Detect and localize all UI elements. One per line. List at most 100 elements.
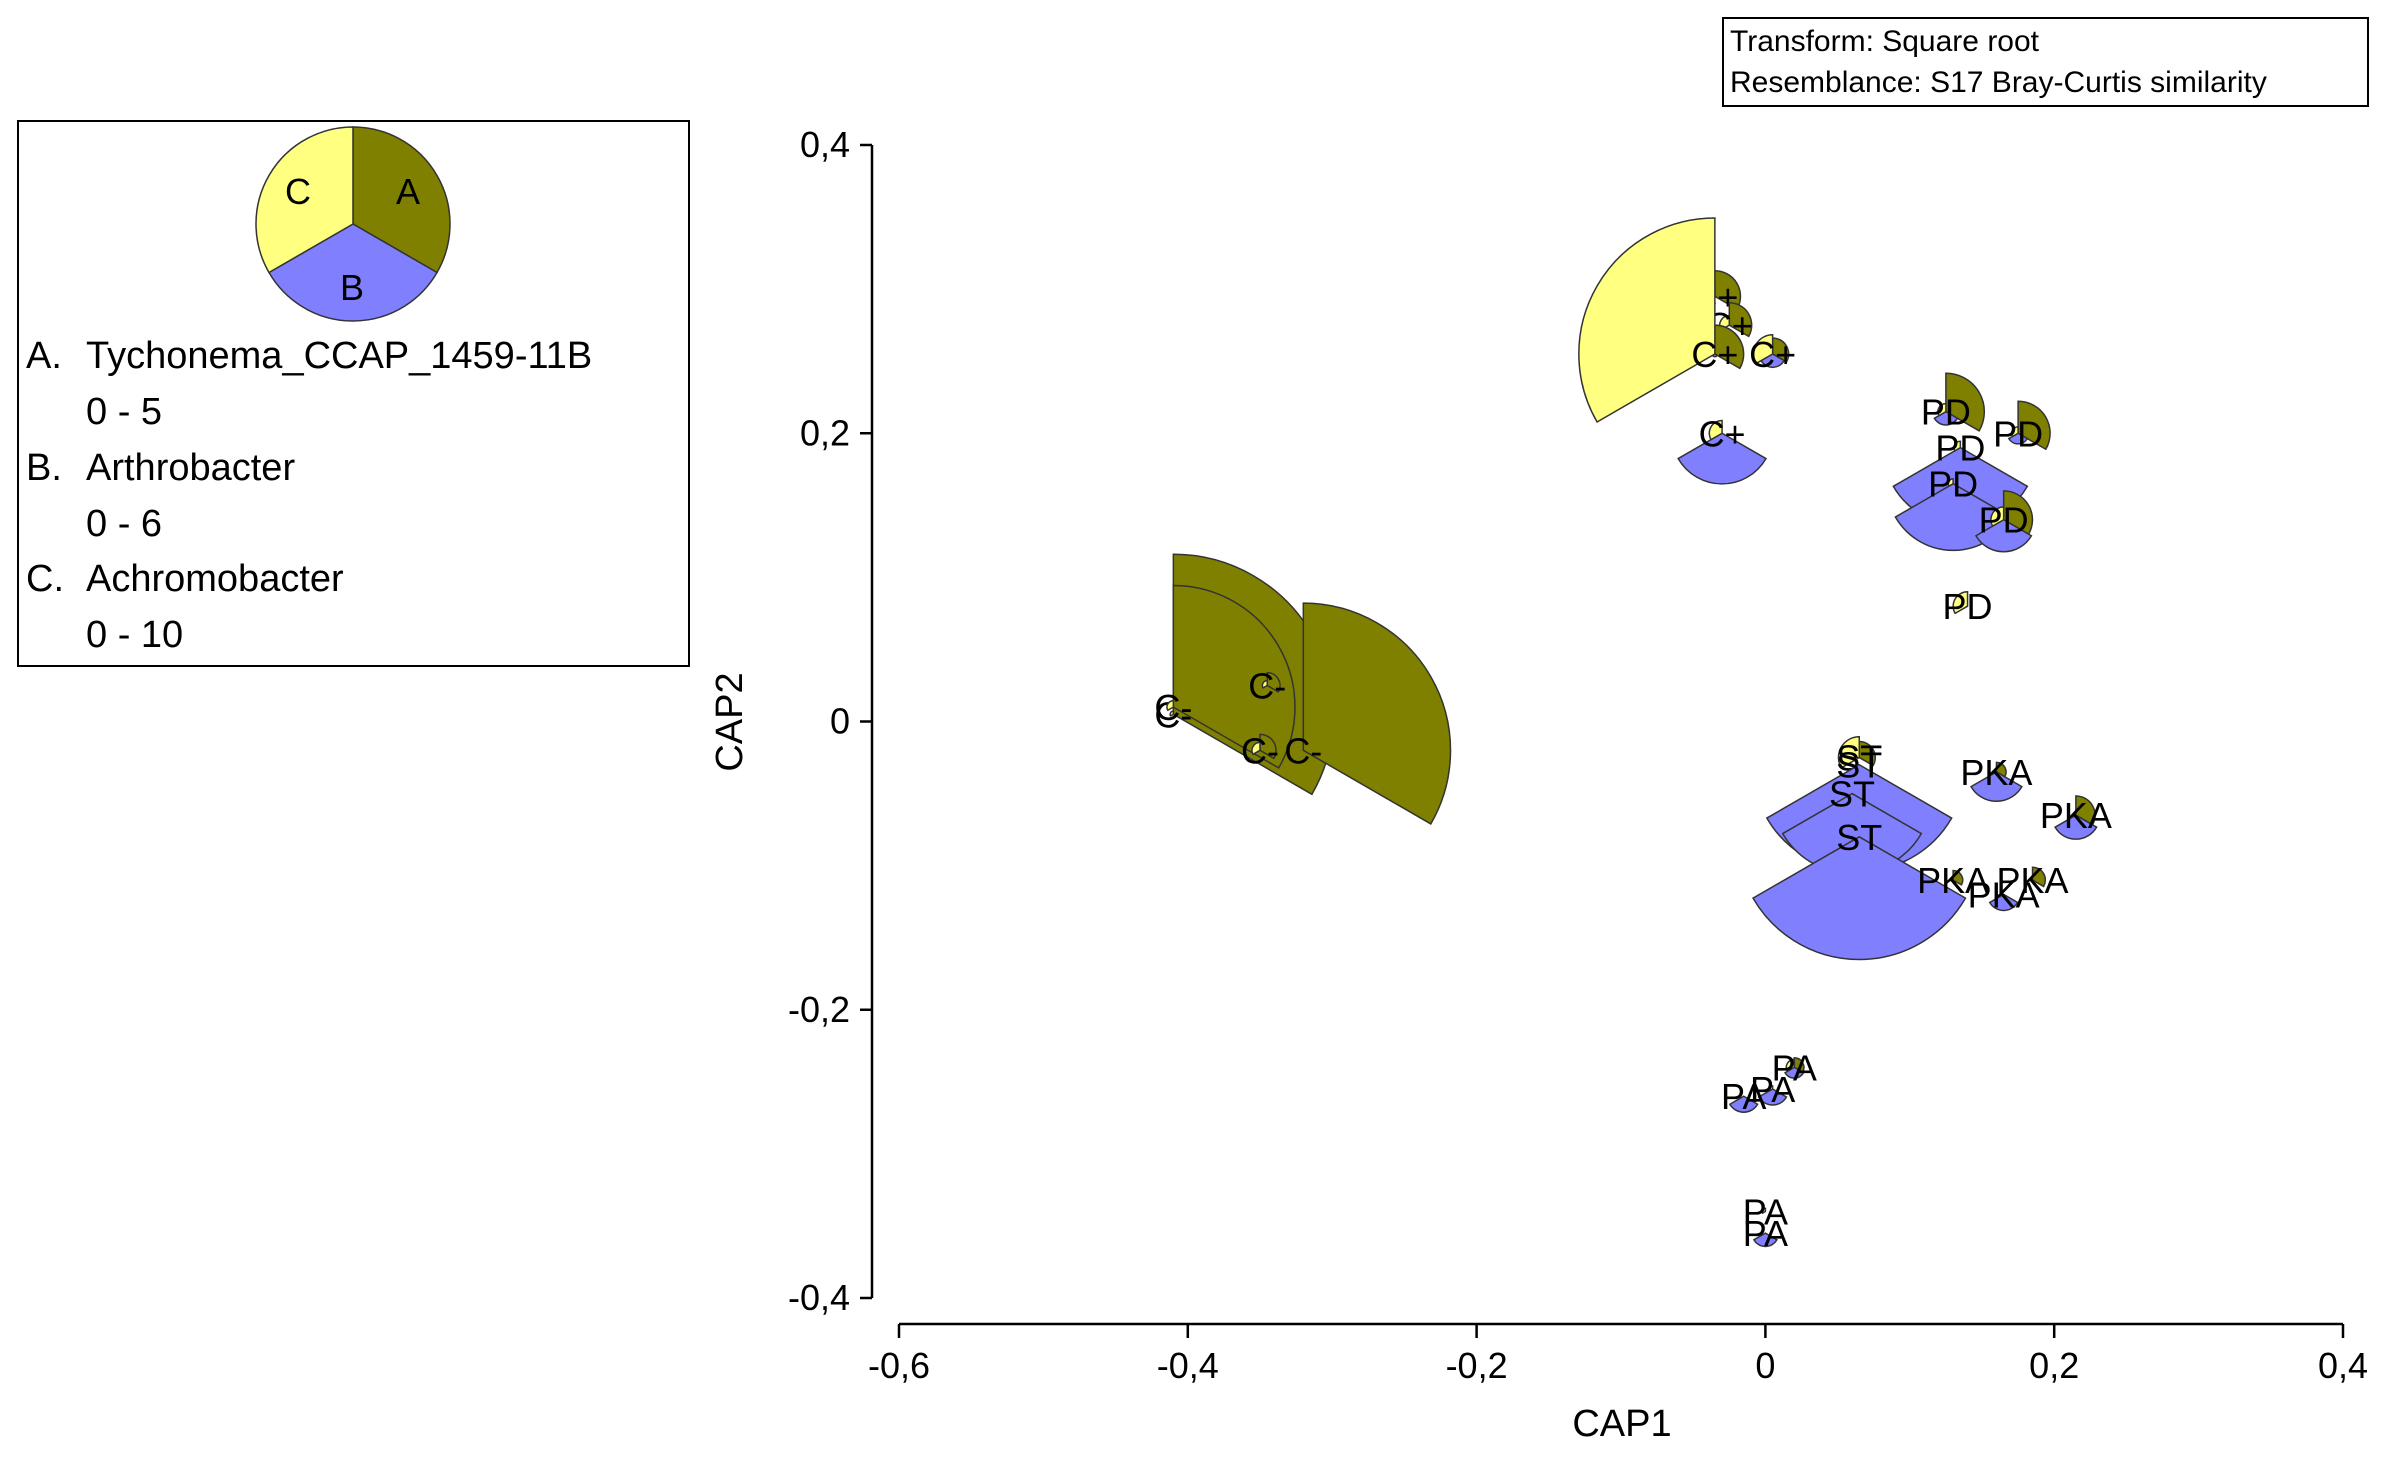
point-segment-a — [1302, 602, 1452, 825]
legend-range-c: 0 - 10 — [86, 614, 183, 656]
point-segment-c — [1785, 1058, 1796, 1073]
x-tick-label: 0 — [1755, 1345, 1775, 1386]
point-segment-b — [1974, 518, 2033, 553]
point-segment-c — [1952, 591, 1969, 615]
axes: -0,4 -0,2 0 0,2 0,4 -0,6 -0,4 -0,2 0 0,2 0,4 CAP1… — [709, 124, 2368, 1445]
point-segment-c — [1752, 334, 1774, 365]
point-label: PD — [1921, 392, 1971, 433]
point-segment-b — [1752, 1232, 1778, 1248]
point-segment-c — [1837, 735, 1861, 769]
point-segment-c — [1953, 440, 1962, 452]
legend-range-a: 0 - 5 — [86, 391, 162, 433]
key-segment-a — [352, 126, 451, 274]
x-tick-label: -0,4 — [1157, 1345, 1219, 1386]
point-segment-a — [1858, 740, 1876, 767]
x-axis-title: CAP1 — [1572, 1403, 1671, 1445]
legend-name-a: Tychonema_CCAP_1459-11B — [86, 335, 592, 377]
point-label: C- — [1154, 687, 1192, 728]
point-label: PKA — [1960, 752, 2032, 793]
point-label: C- — [1248, 665, 1286, 706]
key-segment-c — [255, 126, 354, 274]
point-segment-b — [1677, 432, 1767, 485]
x-tick-label: 0,2 — [2029, 1345, 2079, 1386]
legend-letter-a: A. — [26, 335, 62, 377]
point-segment-b — [1757, 1088, 1788, 1106]
point-segment-c — [2010, 426, 2019, 438]
point-segment-c — [1990, 506, 2005, 528]
point-label: PD — [1935, 428, 1985, 469]
point-segment-a — [2031, 866, 2047, 888]
key-letter-a: A — [396, 171, 420, 212]
y-tick-label: 0,4 — [800, 124, 850, 165]
key-letter-b: B — [340, 267, 364, 308]
point-label: C- — [1241, 730, 1279, 771]
point-segment-b — [1970, 771, 2023, 803]
point-segment-c — [1261, 679, 1268, 689]
x-ticks: -0,6 -0,4 -0,2 0 0,2 0,4 — [868, 1324, 2368, 1386]
point-segment-c — [1169, 710, 1175, 717]
point-segment-b — [2007, 432, 2029, 445]
data-points: C-C-C-C-C-C+C+C+C+C+PDPDPDPDPDPDSTSTSTST… — [1154, 217, 2112, 1254]
legend-name-c: Achromobacter — [86, 558, 344, 600]
y-tick-label: 0,2 — [800, 412, 850, 453]
series-cplus: C+C+C+C+C+ — [1578, 217, 1796, 485]
point-segment-a — [1728, 302, 1753, 338]
point-label: PD — [1993, 413, 2043, 454]
info-transform: Transform: Square root — [1730, 25, 2040, 58]
key-segment-b — [267, 223, 439, 322]
point-label: C+ — [1691, 334, 1738, 375]
point-segment-b — [1784, 1066, 1805, 1079]
info-box: Transform: Square root Resemblance: S17 … — [1722, 17, 2369, 107]
point-segment-a — [1714, 324, 1745, 370]
y-tick-label: -0,4 — [788, 1277, 850, 1318]
point-segment-a — [1952, 869, 1964, 886]
point-label: ST — [1836, 745, 1882, 786]
point-label: PA — [1743, 1213, 1788, 1254]
point-segment-a — [1172, 584, 1296, 769]
point-label: PD — [1979, 500, 2029, 541]
point-label: PA — [1750, 1069, 1795, 1110]
legend-range-b: 0 - 6 — [86, 503, 162, 545]
point-label: ST — [1836, 817, 1882, 858]
legend-letter-b: B. — [26, 447, 62, 489]
point-segment-c — [1578, 217, 1716, 424]
point-label: PKA — [2040, 795, 2112, 836]
point-segment-c — [1708, 419, 1723, 441]
point-segment-c — [1761, 1207, 1767, 1215]
point-label: PKA — [1997, 860, 2069, 901]
point-label: PD — [1943, 586, 1993, 627]
point-segment-b — [1752, 835, 1967, 961]
key-letter-c: C — [285, 171, 311, 212]
point-label: C+ — [1749, 334, 1796, 375]
point-segment-c — [1768, 1085, 1774, 1092]
x-tick-label: -0,2 — [1446, 1345, 1508, 1386]
point-label: PA — [1721, 1076, 1766, 1117]
point-segment-c — [1937, 402, 1947, 417]
legend-name-b: Arthrobacter — [86, 447, 295, 489]
point-label: PKA — [1917, 860, 1989, 901]
point-segment-a — [1259, 733, 1277, 760]
point-label: PKA — [1968, 874, 2040, 915]
point-segment-a — [1266, 671, 1281, 693]
point-segment-b — [1988, 893, 2019, 912]
legend-key-pie — [255, 126, 451, 322]
x-tick-label: -0,6 — [868, 1345, 930, 1386]
point-label: C+ — [1699, 413, 1746, 454]
point-segment-c — [1251, 741, 1261, 756]
series-cminus: C-C-C-C- C- — [1154, 553, 1452, 825]
legend-letter-c: C. — [26, 558, 64, 600]
legend: A B C A. Tychonema_CCAP_1459-11B 0 - 5 B… — [17, 120, 690, 667]
y-tick-label: -0,2 — [788, 989, 850, 1030]
point-segment-b — [1728, 1095, 1759, 1113]
y-tick-label: 0 — [830, 701, 850, 742]
point-segment-c — [1166, 699, 1175, 712]
info-resemblance: Resemblance: S17 Bray-Curtis similarity — [1730, 66, 2267, 99]
point-segment-c — [1947, 478, 1954, 488]
point-label: PD — [1928, 464, 1978, 505]
point-label: ST — [1829, 774, 1875, 815]
